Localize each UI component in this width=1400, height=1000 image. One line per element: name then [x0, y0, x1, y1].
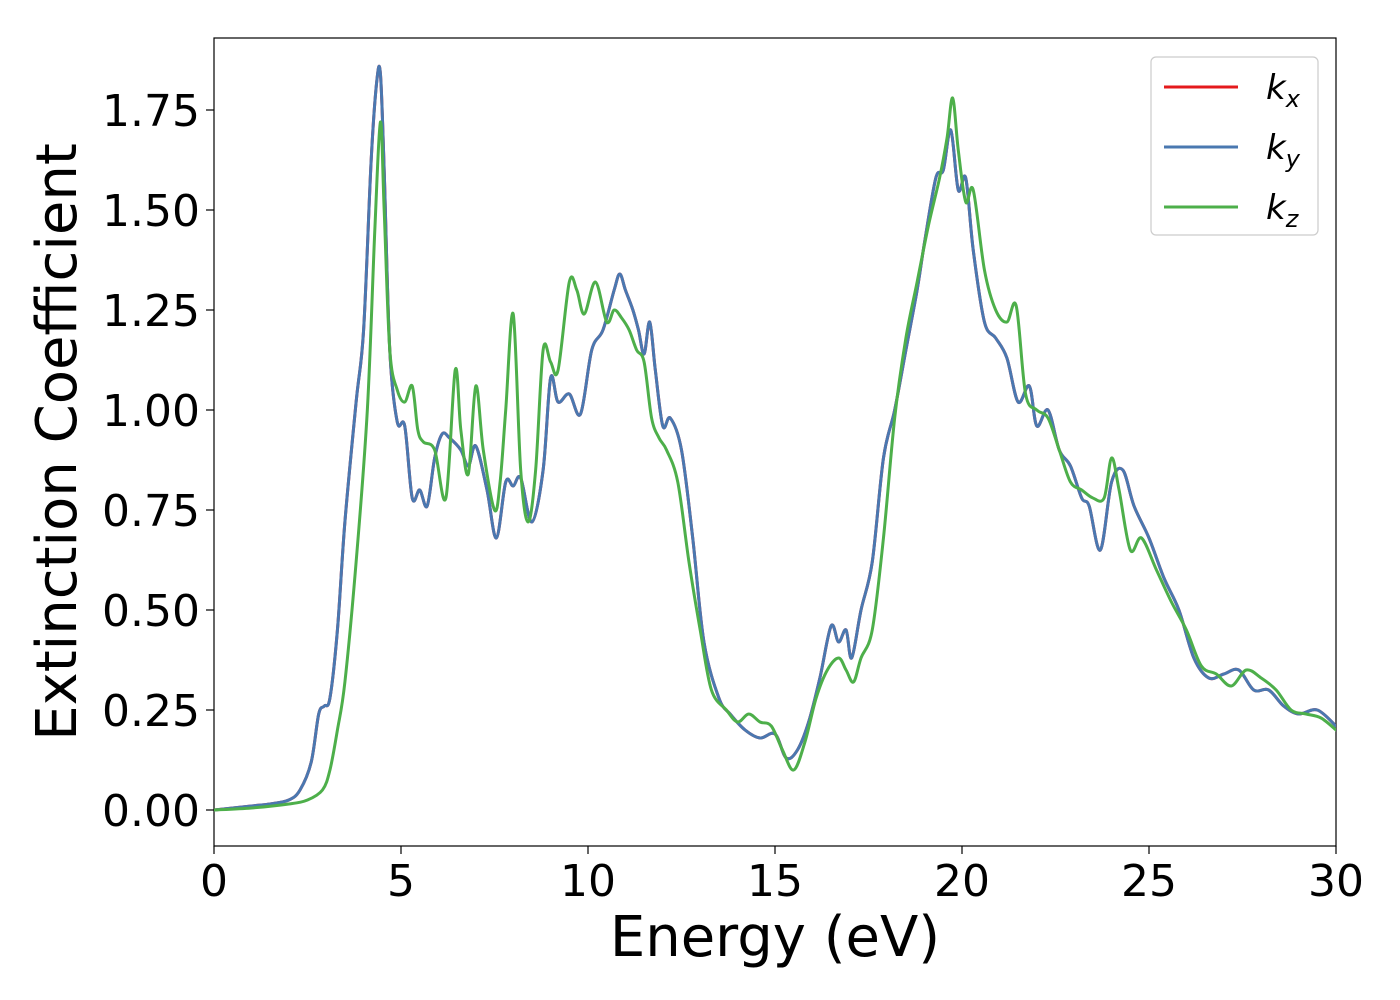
- y-tick-label: 1.50: [102, 186, 200, 237]
- series-layer: [214, 64, 1336, 812]
- legend-label-main: k: [1266, 128, 1287, 168]
- legend-label-subscript: y: [1285, 145, 1301, 173]
- series-line-k-z: [214, 96, 1336, 812]
- legend-label-k-x: kx: [1266, 68, 1301, 113]
- x-tick-label: 20: [934, 856, 990, 907]
- x-tick-label: 25: [1121, 856, 1177, 907]
- y-tick-label: 1.25: [102, 286, 200, 337]
- x-axis-title: Energy (eV): [610, 905, 940, 970]
- legend-label-k-y: ky: [1266, 128, 1301, 173]
- y-tick-label: 1.75: [102, 86, 200, 137]
- x-tick-label: 15: [747, 856, 803, 907]
- x-tick-label: 10: [560, 856, 616, 907]
- x-tick-label: 30: [1308, 856, 1364, 907]
- y-tick-label: 0.25: [102, 686, 200, 737]
- legend-label-subscript: z: [1285, 205, 1300, 233]
- legend-label-k-z: kz: [1266, 188, 1300, 233]
- y-tick-label: 0.50: [102, 586, 200, 637]
- x-tick-label: 5: [387, 856, 415, 907]
- y-tick-label: 0.00: [102, 786, 200, 837]
- x-axis-ticks: 0 5 10 15 20 25 30: [200, 846, 1364, 907]
- y-axis-title: Extinction Coefficient: [25, 143, 90, 741]
- legend-label-main: k: [1266, 68, 1287, 108]
- y-tick-label: 0.75: [102, 486, 200, 537]
- x-tick-label: 0: [200, 856, 228, 907]
- legend-label-main: k: [1266, 188, 1287, 228]
- legend-label-subscript: x: [1285, 85, 1301, 113]
- y-tick-label: 1.00: [102, 386, 200, 437]
- y-axis-ticks: 0.00 0.25 0.50 0.75 1.00 1.25 1.50 1.75: [102, 86, 214, 837]
